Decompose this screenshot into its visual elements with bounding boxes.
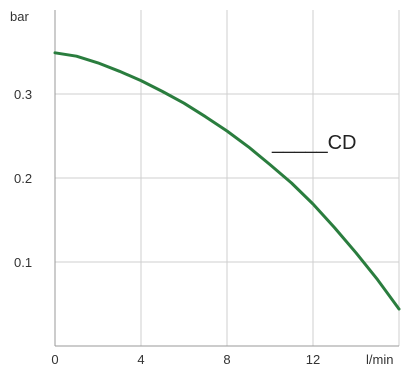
x-tick-label: 8 xyxy=(223,352,230,367)
x-tick-label: 0 xyxy=(51,352,58,367)
curve-annotation: _____CD xyxy=(271,132,357,154)
gridlines xyxy=(55,10,400,346)
x-tick-label: 4 xyxy=(137,352,144,367)
x-axis-unit: l/min xyxy=(366,352,393,367)
y-tick-labels: 0.1 0.2 0.3 xyxy=(14,87,32,270)
x-tick-labels: 0 4 8 12 xyxy=(51,352,320,367)
y-axis-unit: bar xyxy=(10,9,29,24)
series-line xyxy=(53,51,401,311)
y-tick-label: 0.3 xyxy=(14,87,32,102)
y-tick-label: 0.1 xyxy=(14,255,32,270)
x-tick-label: 12 xyxy=(306,352,320,367)
y-tick-label: 0.2 xyxy=(14,171,32,186)
